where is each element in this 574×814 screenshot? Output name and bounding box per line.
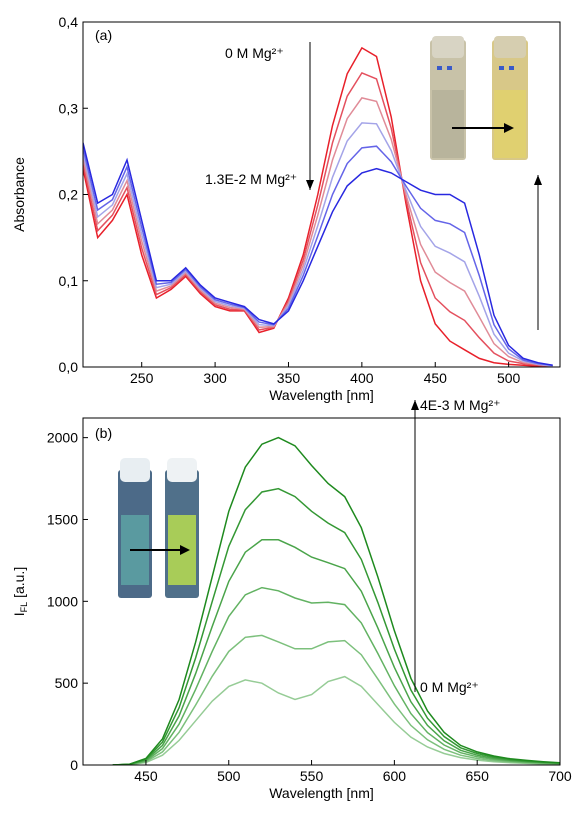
spectrum-line	[83, 142, 553, 367]
y-axis-label-part: FL	[19, 602, 29, 613]
y-tick-label: 500	[55, 675, 79, 691]
y-tick-label: 1500	[47, 511, 78, 527]
arrow-head	[306, 180, 314, 190]
annotation: 1.3E-2 M Mg²⁺	[205, 171, 297, 187]
spectrum-line	[83, 71, 553, 367]
y-axis-label: Absorbance	[11, 157, 27, 232]
panel-label: (b)	[95, 425, 112, 441]
x-tick-label: 250	[130, 370, 154, 386]
y-axis-label-part: [a.u.]	[11, 567, 27, 602]
plot-frame	[82, 21, 561, 368]
x-tick-label: 400	[350, 370, 374, 386]
y-axis-label-part: Absorbance	[11, 157, 27, 232]
spectrum-line	[112, 675, 560, 765]
panel-label: (a)	[95, 27, 112, 43]
x-tick-label: 650	[466, 768, 490, 784]
x-tick-label: 550	[300, 768, 324, 784]
y-axis-label: IFL [a.u.]	[11, 567, 29, 616]
annotation: 0 M Mg²⁺	[225, 45, 284, 61]
y-tick-label: 1000	[47, 593, 78, 609]
spectrum-line	[112, 586, 560, 765]
x-tick-label: 450	[134, 768, 158, 784]
cuvette-photo-a	[430, 36, 528, 160]
y-tick-label: 0,0	[59, 359, 79, 375]
x-tick-label: 600	[383, 768, 407, 784]
x-tick-label: 450	[424, 370, 448, 386]
y-tick-label: 2000	[47, 430, 78, 446]
x-tick-label: 300	[203, 370, 227, 386]
spectrum-line	[112, 487, 560, 765]
y-tick-label: 0,4	[59, 14, 79, 30]
spectrum-line	[112, 436, 560, 765]
spectrum-line	[112, 539, 560, 765]
annotation: 4E-3 M Mg²⁺	[420, 397, 501, 413]
y-tick-label: 0,2	[59, 187, 79, 203]
spectrum-line	[83, 46, 553, 367]
x-tick-label: 500	[497, 370, 521, 386]
x-tick-label: 500	[217, 768, 241, 784]
x-tick-label: 700	[548, 768, 572, 784]
annotation: 0 M Mg²⁺	[420, 679, 479, 695]
y-tick-label: 0,3	[59, 100, 79, 116]
arrow-head	[411, 400, 419, 410]
spectrum-line	[83, 122, 553, 367]
spectrum-line	[83, 97, 553, 367]
arrow-head	[534, 175, 542, 185]
y-tick-label: 0,1	[59, 273, 79, 289]
y-axis-label-part: I	[11, 612, 27, 616]
spectrum-line	[83, 145, 553, 367]
x-tick-label: 350	[277, 370, 301, 386]
x-axis-label: Wavelength [nm]	[269, 387, 374, 403]
y-tick-label: 0	[70, 757, 78, 773]
plot-frame	[82, 417, 561, 766]
x-axis-label: Wavelength [nm]	[269, 785, 374, 801]
spectrum-line	[112, 634, 560, 765]
cuvette-photo-b	[118, 458, 199, 598]
